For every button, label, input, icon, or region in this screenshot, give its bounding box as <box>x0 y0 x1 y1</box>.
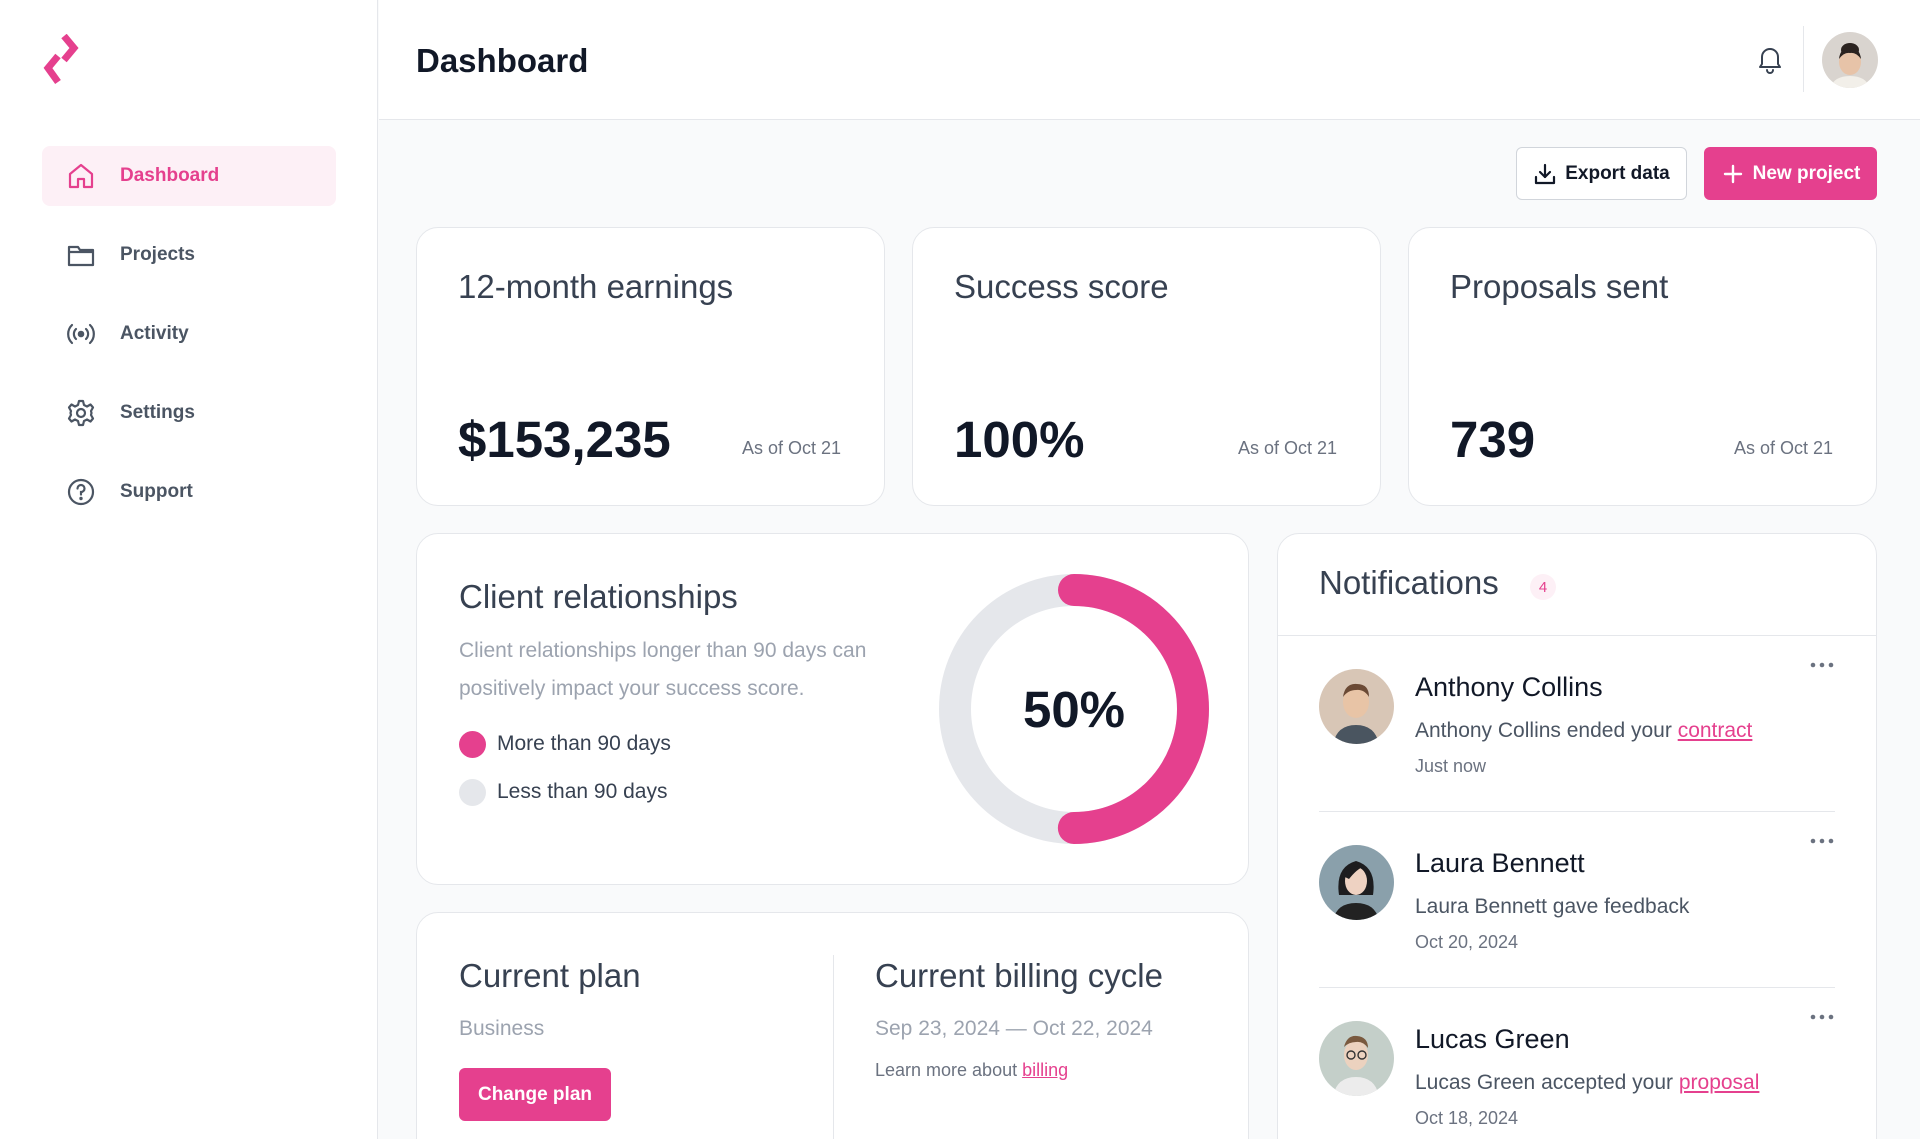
stat-value: 100% <box>954 411 1085 468</box>
new-project-button[interactable]: New project <box>1704 147 1877 200</box>
notification-time: Just now <box>1415 756 1487 776</box>
stat-card-earnings: 12-month earnings $153,235 As of Oct 21 <box>416 227 885 506</box>
sidebar-item-label: Activity <box>120 323 189 344</box>
avatar[interactable] <box>1319 845 1394 920</box>
notification-name: Laura Bennett <box>1415 848 1585 878</box>
sidebar: Dashboard Projects Activity Settings Sup… <box>0 0 378 1139</box>
client-relationships-description: Client relationships longer than 90 days… <box>459 639 867 700</box>
more-options-icon[interactable] <box>1809 834 1835 848</box>
gear-icon <box>67 399 95 427</box>
current-plan-title: Current plan <box>459 957 641 994</box>
more-options-icon[interactable] <box>1809 1010 1835 1024</box>
export-data-button[interactable]: Export data <box>1516 147 1687 200</box>
stat-note: As of Oct 21 <box>1733 438 1833 458</box>
plan-card: Current plan Business Change plan Curren… <box>416 912 1249 1139</box>
download-icon <box>1535 163 1556 184</box>
notification-item: Laura Bennett Laura Bennett gave feedbac… <box>1319 812 1835 988</box>
help-circle-icon <box>67 478 95 506</box>
notification-text: Lucas Green accepted your proposal <box>1415 1071 1759 1095</box>
legend-label: More than 90 days <box>497 732 671 755</box>
billing-cycle-title: Current billing cycle <box>875 957 1163 994</box>
notification-time: Oct 18, 2024 <box>1415 1108 1519 1128</box>
export-data-label: Export data <box>1565 162 1670 184</box>
notifications-header: Notifications 4 <box>1278 534 1876 636</box>
donut-chart <box>939 574 1209 844</box>
sidebar-nav: Dashboard Projects Activity Settings Sup… <box>42 146 336 541</box>
client-relationships-card: Client relationships Client relationship… <box>416 533 1249 885</box>
legend-item-more: More than 90 days <box>459 730 671 758</box>
sidebar-item-settings[interactable]: Settings <box>42 383 336 443</box>
chart-legend: More than 90 days Less than 90 days <box>459 730 671 826</box>
billing-learn-prefix: Learn more about <box>875 1060 1018 1080</box>
client-relationships-title: Client relationships <box>459 578 738 615</box>
notification-message: Lucas Green accepted your <box>1415 1071 1673 1094</box>
stat-card-success-score: Success score 100% As of Oct 21 <box>912 227 1381 506</box>
top-header: Dashboard <box>379 0 1920 120</box>
notification-item: Anthony Collins Anthony Collins ended yo… <box>1319 636 1835 812</box>
sidebar-item-support[interactable]: Support <box>42 462 336 522</box>
legend-item-less: Less than 90 days <box>459 778 671 806</box>
sidebar-item-label: Support <box>120 481 193 502</box>
sidebar-item-label: Projects <box>120 244 195 265</box>
notification-item: Lucas Green Lucas Green accepted your pr… <box>1319 988 1835 1139</box>
legend-dot <box>459 778 486 806</box>
legend-dot <box>459 730 486 758</box>
billing-learn-more: Learn more about billing <box>875 1060 1068 1081</box>
legend-label: Less than 90 days <box>497 780 668 803</box>
sidebar-item-dashboard[interactable]: Dashboard <box>42 146 336 206</box>
sidebar-item-projects[interactable]: Projects <box>42 225 336 285</box>
notifications-title: Notifications <box>1319 564 1499 601</box>
plan-divider <box>833 955 834 1139</box>
billing-link[interactable]: billing <box>1022 1060 1069 1080</box>
avatar[interactable] <box>1319 1021 1394 1096</box>
change-plan-button[interactable]: Change plan <box>459 1068 611 1121</box>
stat-card-proposals: Proposals sent 739 As of Oct 21 <box>1408 227 1877 506</box>
notification-message: Anthony Collins ended your <box>1415 719 1672 742</box>
broadcast-icon <box>67 323 95 345</box>
user-avatar[interactable] <box>1822 32 1878 88</box>
notifications-count-badge: 4 <box>1530 574 1556 600</box>
donut-percent-label: 50% <box>1022 680 1126 738</box>
donut-value-arc <box>939 574 1209 844</box>
notification-message: Laura Bennett gave feedback <box>1415 895 1690 918</box>
more-options-icon[interactable] <box>1809 658 1835 672</box>
avatar[interactable] <box>1319 669 1394 744</box>
stat-title: 12-month earnings <box>458 268 734 305</box>
stat-note: As of Oct 21 <box>1237 438 1337 458</box>
stat-value: 739 <box>1450 411 1536 468</box>
notification-time: Oct 20, 2024 <box>1415 932 1519 952</box>
contract-link[interactable]: contract <box>1677 719 1753 742</box>
page-title: Dashboard <box>416 42 589 79</box>
sidebar-item-activity[interactable]: Activity <box>42 304 336 364</box>
brand-logo-icon[interactable] <box>40 33 84 86</box>
current-plan-name: Business <box>459 1017 545 1040</box>
bell-icon[interactable] <box>1753 42 1787 76</box>
header-divider <box>1803 26 1804 92</box>
sidebar-item-label: Dashboard <box>120 165 220 186</box>
sidebar-item-label: Settings <box>120 402 195 423</box>
stat-title: Success score <box>954 268 1169 305</box>
notification-name: Anthony Collins <box>1415 672 1603 702</box>
notifications-card: Notifications 4 Anthony Collins Anthony … <box>1277 533 1877 1139</box>
billing-cycle-range: Sep 23, 2024 — Oct 22, 2024 <box>875 1017 1153 1040</box>
stat-title: Proposals sent <box>1450 268 1669 305</box>
folder-icon <box>67 245 95 267</box>
stat-value: $153,235 <box>458 411 671 468</box>
notification-text: Anthony Collins ended your contract <box>1415 719 1752 743</box>
plus-icon <box>1723 164 1742 183</box>
proposal-link[interactable]: proposal <box>1678 1071 1760 1094</box>
notification-name: Lucas Green <box>1415 1024 1570 1054</box>
notification-text: Laura Bennett gave feedback <box>1415 895 1689 919</box>
home-icon <box>68 163 94 189</box>
new-project-label: New project <box>1752 162 1861 184</box>
stat-note: As of Oct 21 <box>741 438 841 458</box>
